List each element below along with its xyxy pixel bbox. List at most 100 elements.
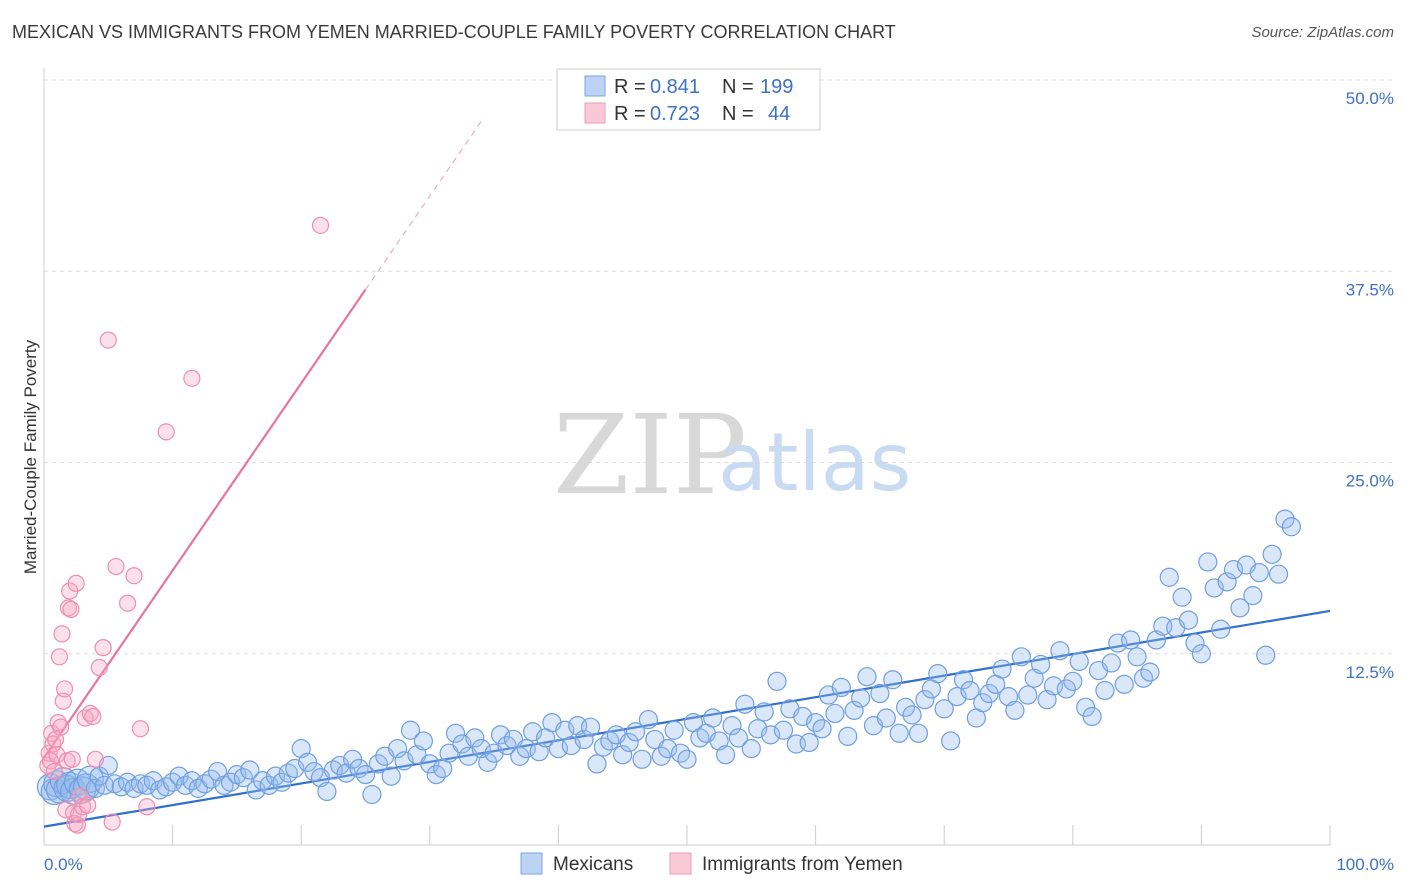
point-mexicans-136 bbox=[876, 708, 896, 728]
point-mexicans-189 bbox=[1217, 572, 1237, 592]
point-yemen-42 bbox=[183, 369, 201, 387]
point-yemen-9 bbox=[50, 648, 69, 666]
x-tick-max: 100.0% bbox=[1336, 855, 1394, 874]
point-mexicans-141 bbox=[908, 723, 929, 743]
chart-title: MEXICAN VS IMMIGRANTS FROM YEMEN MARRIED… bbox=[12, 22, 896, 42]
point-yemen-5 bbox=[45, 762, 63, 781]
point-mexicans-128 bbox=[825, 703, 845, 724]
point-mexicans-199 bbox=[1281, 517, 1302, 537]
point-mexicans-126 bbox=[812, 719, 832, 739]
point-mexicans-193 bbox=[1243, 586, 1263, 606]
point-yemen-32 bbox=[90, 658, 108, 677]
legend-r-label-1: R = bbox=[614, 76, 646, 98]
point-mexicans-188 bbox=[1211, 619, 1231, 639]
series-mexicans-points bbox=[36, 509, 1302, 806]
point-mexicans-196 bbox=[1262, 544, 1282, 564]
point-mexicans-180 bbox=[1159, 567, 1179, 587]
point-mexicans-149 bbox=[960, 680, 980, 701]
legend-n-label-1: N = bbox=[722, 76, 754, 98]
point-mexicans-98 bbox=[632, 749, 652, 769]
point-mexicans-62 bbox=[400, 720, 421, 740]
point-yemen-28 bbox=[79, 796, 97, 814]
point-mexicans-157 bbox=[1011, 647, 1031, 667]
point-yemen-12 bbox=[54, 692, 72, 710]
point-mexicans-145 bbox=[934, 699, 954, 719]
point-mexicans-148 bbox=[953, 670, 974, 690]
point-yemen-8 bbox=[49, 713, 67, 732]
point-mexicans-183 bbox=[1178, 610, 1199, 630]
y-tick-label-2: 37.5% bbox=[1346, 280, 1394, 299]
point-mexicans-103 bbox=[664, 720, 684, 740]
point-yemen-18 bbox=[62, 600, 80, 618]
point-yemen-19 bbox=[63, 750, 81, 768]
point-mexicans-186 bbox=[1198, 552, 1218, 572]
point-mexicans-60 bbox=[388, 739, 408, 759]
point-mexicans-57 bbox=[368, 754, 388, 774]
point-mexicans-117 bbox=[754, 702, 774, 722]
point-yemen-11 bbox=[53, 625, 71, 643]
x-tick-min: 0.0% bbox=[44, 855, 83, 874]
bottom-legend-label-yemen: Immigrants from Yemen bbox=[702, 854, 903, 875]
point-mexicans-165 bbox=[1063, 671, 1083, 691]
y-axis-label: Married-Couple Family Poverty bbox=[21, 339, 40, 574]
point-mexicans-105 bbox=[677, 749, 697, 769]
point-mexicans-118 bbox=[760, 725, 781, 745]
point-mexicans-173 bbox=[1114, 674, 1134, 694]
bottom-legend-swatch-mexicans bbox=[520, 852, 543, 875]
point-mexicans-90 bbox=[580, 717, 601, 737]
legend-n-label-2: N = bbox=[722, 103, 754, 125]
point-mexicans-102 bbox=[658, 739, 678, 759]
point-mexicans-158 bbox=[1018, 685, 1038, 705]
point-yemen-29 bbox=[81, 704, 99, 723]
point-mexicans-130 bbox=[838, 726, 858, 746]
point-yemen-7 bbox=[48, 746, 66, 764]
point-mexicans-137 bbox=[883, 670, 903, 690]
point-yemen-4 bbox=[44, 735, 62, 753]
point-mexicans-95 bbox=[613, 745, 633, 765]
point-mexicans-79 bbox=[510, 746, 530, 766]
point-yemen-40 bbox=[138, 798, 156, 816]
point-mexicans-14 bbox=[94, 775, 115, 795]
bottom-legend-swatch-yemen bbox=[669, 852, 692, 875]
point-mexicans-166 bbox=[1069, 651, 1089, 672]
point-mexicans-112 bbox=[722, 716, 742, 736]
point-yemen-41 bbox=[157, 423, 175, 441]
point-mexicans-154 bbox=[992, 659, 1012, 679]
legend-swatch-pink bbox=[584, 102, 606, 124]
point-mexicans-163 bbox=[1050, 641, 1070, 661]
point-mexicans-91 bbox=[587, 754, 607, 774]
axes bbox=[43, 68, 1331, 846]
point-yemen-31 bbox=[86, 750, 105, 768]
top-legend: R = 0.841 N = 199 R = 0.723 N = 44 bbox=[556, 68, 821, 131]
point-yemen-43 bbox=[311, 216, 330, 234]
point-mexicans-144 bbox=[928, 664, 948, 684]
point-mexicans-89 bbox=[574, 729, 594, 750]
gridlines bbox=[44, 79, 1394, 655]
point-mexicans-99 bbox=[638, 709, 659, 730]
point-mexicans-36 bbox=[233, 768, 253, 788]
point-yemen-38 bbox=[125, 567, 143, 585]
point-mexicans-174 bbox=[1121, 630, 1141, 650]
point-mexicans-156 bbox=[1005, 700, 1025, 720]
point-mexicans-49 bbox=[317, 781, 337, 802]
point-mexicans-59 bbox=[381, 766, 401, 786]
point-mexicans-139 bbox=[896, 697, 916, 717]
point-mexicans-182 bbox=[1172, 587, 1192, 607]
y-tick-labels: 12.5% 25.0% 37.5% 50.0% bbox=[1346, 89, 1394, 682]
point-mexicans-69 bbox=[445, 723, 466, 743]
point-mexicans-177 bbox=[1140, 662, 1160, 682]
source-credit: Source: ZipAtlas.com bbox=[1251, 24, 1394, 41]
point-mexicans-171 bbox=[1101, 653, 1121, 673]
point-mexicans-97 bbox=[625, 722, 646, 742]
trend-line-mexicans bbox=[43, 609, 1331, 828]
point-mexicans-140 bbox=[902, 705, 922, 725]
point-mexicans-164 bbox=[1056, 679, 1076, 699]
point-mexicans-101 bbox=[651, 746, 671, 766]
point-yemen-37 bbox=[118, 594, 137, 612]
point-mexicans-96 bbox=[619, 732, 639, 753]
watermark-zip: ZIP bbox=[553, 391, 747, 519]
point-yemen-2 bbox=[41, 752, 60, 770]
y-tick-label-0: 12.5% bbox=[1346, 663, 1394, 682]
point-mexicans-56 bbox=[362, 784, 382, 805]
